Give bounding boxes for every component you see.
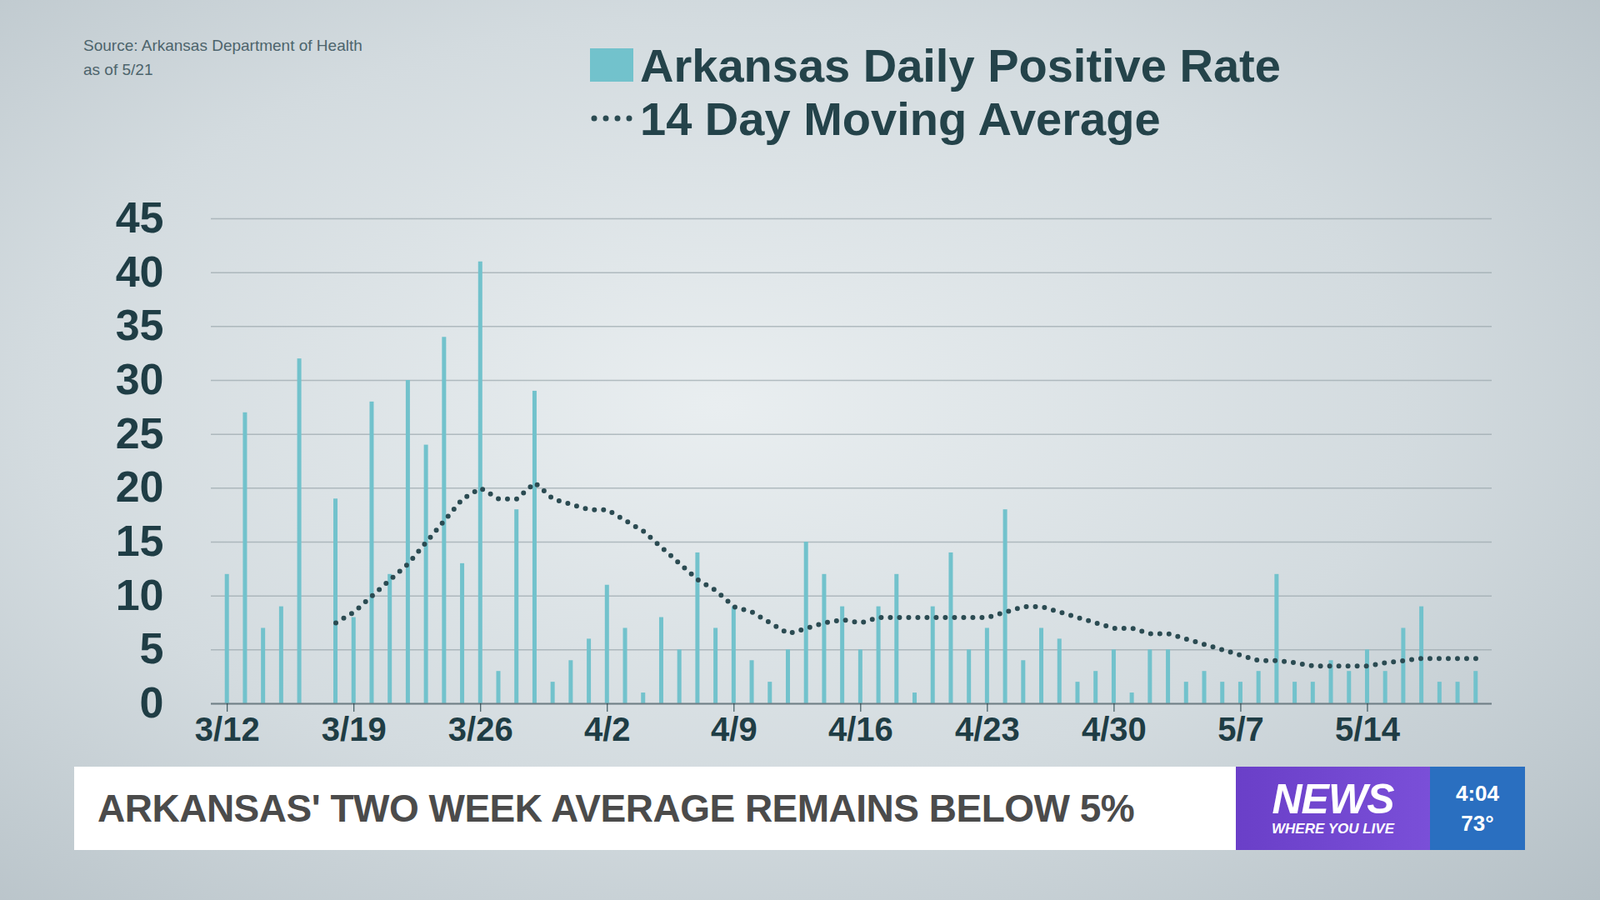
svg-text:4/9: 4/9 — [710, 710, 758, 748]
html-text:ARKANSAS' TWO WEEK AVERAGE REM: ARKANSAS' TWO WEEK AVERAGE REMAINS BELOW… — [97, 786, 1135, 830]
svg-text:3/19: 3/19 — [321, 710, 387, 748]
svg-text:15: 15 — [115, 516, 165, 565]
html-text:Source: Arkansas Department of: Source: Arkansas Department of Health — [83, 36, 363, 55]
svg-text:3/26: 3/26 — [448, 710, 514, 748]
svg-text:30: 30 — [115, 355, 165, 404]
svg-text:4/23: 4/23 — [955, 710, 1020, 748]
svg-text:5/7: 5/7 — [1217, 710, 1265, 748]
html-text:as of 5/21: as of 5/21 — [83, 60, 153, 79]
svg-text:45: 45 — [115, 193, 165, 242]
html-text:Arkansas Daily Positive Rate: Arkansas Daily Positive Rate — [640, 38, 1281, 92]
html-text:14 Day Moving Average: 14 Day Moving Average — [640, 92, 1161, 145]
html-text:NEWS: NEWS — [1272, 775, 1394, 823]
svg-text:10: 10 — [115, 570, 165, 620]
html-text:WHERE YOU LIVE: WHERE YOU LIVE — [1271, 820, 1395, 837]
svg-text:25: 25 — [115, 409, 165, 458]
html-text:73°: 73° — [1461, 810, 1494, 836]
svg-text:40: 40 — [115, 247, 165, 296]
svg-text:5: 5 — [140, 624, 165, 673]
svg-text:4/2: 4/2 — [584, 710, 631, 748]
svg-text:5/14: 5/14 — [1335, 710, 1401, 748]
html-text:4:04: 4:04 — [1455, 780, 1500, 806]
svg-text:35: 35 — [115, 300, 165, 350]
svg-text:0: 0 — [140, 678, 165, 727]
svg-text:20: 20 — [115, 462, 165, 511]
svg-text:4/30: 4/30 — [1081, 710, 1147, 748]
svg-text:4/16: 4/16 — [828, 710, 894, 748]
svg-text:3/12: 3/12 — [195, 710, 260, 748]
